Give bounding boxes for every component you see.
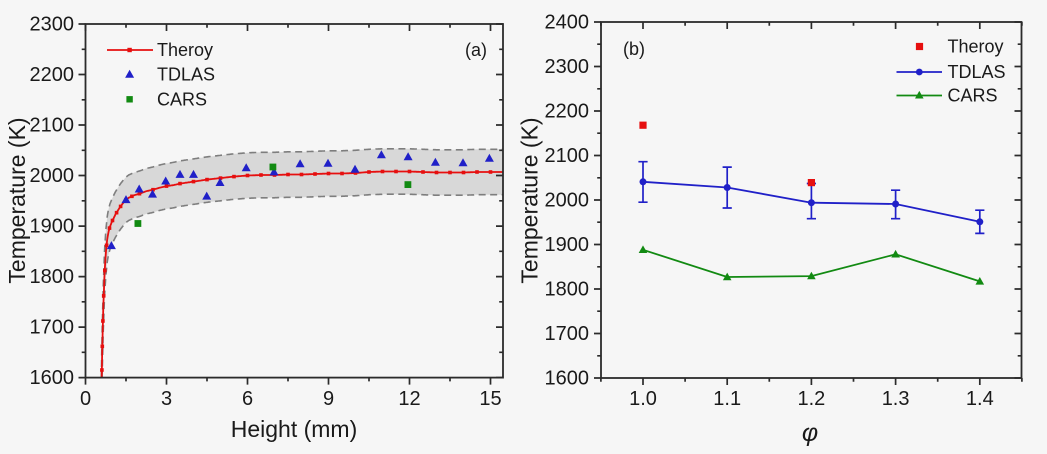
svg-text:2300: 2300 (545, 56, 590, 78)
svg-text:2400: 2400 (545, 12, 590, 34)
svg-text:12: 12 (398, 388, 420, 410)
svg-text:9: 9 (323, 388, 334, 410)
svg-text:Temperature (K): Temperature (K) (4, 117, 30, 283)
svg-text:CARS: CARS (157, 90, 207, 110)
svg-text:φ: φ (802, 419, 818, 447)
svg-text:Theroy: Theroy (157, 40, 213, 60)
svg-text:1800: 1800 (545, 279, 590, 301)
svg-text:Theroy: Theroy (948, 37, 1004, 57)
svg-text:TDLAS: TDLAS (157, 65, 215, 85)
svg-text:CARS: CARS (948, 86, 998, 106)
svg-text:1600: 1600 (30, 367, 75, 389)
svg-text:2000: 2000 (545, 190, 590, 212)
svg-text:1.1: 1.1 (713, 388, 741, 410)
svg-text:1700: 1700 (30, 317, 75, 339)
svg-text:2300: 2300 (30, 14, 75, 36)
svg-text:2100: 2100 (30, 115, 75, 137)
svg-text:(b): (b) (623, 39, 645, 59)
svg-text:15: 15 (479, 388, 501, 410)
svg-text:2200: 2200 (30, 64, 75, 86)
svg-text:1700: 1700 (545, 323, 590, 345)
svg-text:0: 0 (80, 388, 91, 410)
svg-text:TDLAS: TDLAS (948, 62, 1006, 82)
svg-text:1800: 1800 (30, 266, 75, 288)
svg-text:1600: 1600 (545, 368, 590, 390)
svg-text:6: 6 (242, 388, 253, 410)
svg-text:1.2: 1.2 (797, 388, 825, 410)
svg-text:1900: 1900 (545, 234, 590, 256)
svg-text:2200: 2200 (545, 101, 590, 123)
svg-text:3: 3 (161, 388, 172, 410)
svg-text:2000: 2000 (30, 165, 75, 187)
svg-text:1.4: 1.4 (966, 388, 994, 410)
svg-text:1.3: 1.3 (882, 388, 910, 410)
svg-text:1.0: 1.0 (629, 388, 657, 410)
svg-text:Height (mm): Height (mm) (231, 416, 358, 442)
svg-text:(a): (a) (465, 40, 487, 60)
svg-text:2100: 2100 (545, 145, 590, 167)
svg-text:Temperature (K): Temperature (K) (517, 117, 543, 283)
svg-text:1900: 1900 (30, 216, 75, 238)
